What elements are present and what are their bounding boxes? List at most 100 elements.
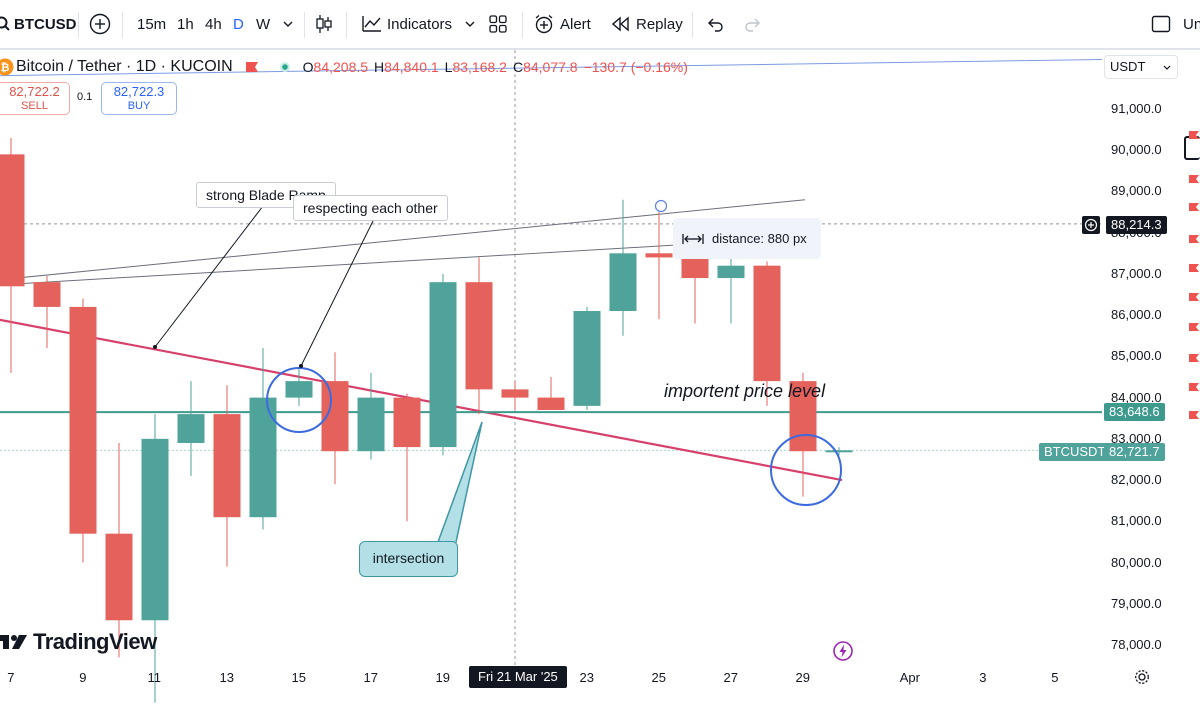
highlight-circle[interactable] <box>770 434 842 506</box>
respecting-callout[interactable]: respecting each other <box>293 195 448 221</box>
candle-body[interactable] <box>609 253 637 312</box>
flag-icon[interactable] <box>1188 202 1200 212</box>
trend-line[interactable] <box>0 244 677 286</box>
time-tick: 3 <box>979 670 987 685</box>
candle-body[interactable] <box>141 438 169 621</box>
candle-body[interactable] <box>357 397 385 452</box>
currency-selector[interactable]: USDT <box>1104 55 1178 79</box>
interval-d[interactable]: D <box>233 15 244 33</box>
square-icon <box>1151 15 1171 33</box>
time-tick: 25 <box>651 670 666 685</box>
candle-body[interactable] <box>69 306 97 534</box>
candle-body[interactable] <box>177 414 205 443</box>
templates-button[interactable] <box>489 0 507 48</box>
undo-button[interactable] <box>706 0 724 48</box>
time-tick: 17 <box>363 670 378 685</box>
toolbar-cut-text: Un <box>1183 15 1200 33</box>
candle-body[interactable] <box>573 311 601 406</box>
candle-body[interactable] <box>825 450 853 453</box>
chevron-down-icon <box>1163 65 1171 70</box>
watermark-text: TradingView <box>33 629 157 654</box>
add-circle-icon[interactable] <box>1082 216 1100 234</box>
candle-body[interactable] <box>249 397 277 518</box>
price-tick: 89,000.0 <box>1111 183 1162 199</box>
buy-label: BUY <box>127 100 151 112</box>
trend-line[interactable] <box>0 59 1103 77</box>
candle-body[interactable] <box>789 381 817 452</box>
candle-body[interactable] <box>33 282 61 307</box>
interval-w[interactable]: W <box>256 15 271 33</box>
candle-body[interactable] <box>0 154 25 287</box>
flag-icon[interactable] <box>1188 322 1200 332</box>
candle-body[interactable] <box>501 389 529 398</box>
flag-icon[interactable] <box>1188 382 1200 392</box>
intersection-callout[interactable]: intersection <box>359 541 458 577</box>
distance-label[interactable]: distance: 880 px <box>673 218 821 259</box>
candle-body[interactable] <box>645 253 673 258</box>
symbol-name: BTCUSD <box>14 15 77 33</box>
redo-icon <box>745 18 760 32</box>
interval-4h[interactable]: 4h <box>205 15 222 33</box>
symbol-search[interactable]: BTCUSD <box>0 0 77 48</box>
time-tick: 15 <box>291 670 306 685</box>
time-tick: Apr <box>899 670 920 685</box>
last-price-tag: 82,721.7 <box>1104 443 1165 461</box>
candle-body[interactable] <box>429 282 457 448</box>
candle-body[interactable] <box>717 265 745 279</box>
flag-icon[interactable] <box>1188 263 1200 273</box>
toolbar-divider <box>522 12 523 38</box>
chart-type-button[interactable] <box>315 0 333 48</box>
flag-icon[interactable] <box>245 61 259 73</box>
undo-icon <box>708 18 723 32</box>
flag-icon[interactable] <box>1188 234 1200 244</box>
flag-icon[interactable] <box>1188 130 1200 140</box>
flag-icon[interactable] <box>1188 353 1200 363</box>
replay-button[interactable]: Replay <box>612 0 683 48</box>
alert-button[interactable]: Alert <box>534 0 591 48</box>
candle-body[interactable] <box>753 265 781 382</box>
flag-icon[interactable] <box>1188 174 1200 184</box>
settings-gear-icon[interactable] <box>1134 669 1150 685</box>
time-tick: 27 <box>723 670 738 685</box>
time-tick: 23 <box>579 670 594 685</box>
redo-button[interactable] <box>744 0 762 48</box>
fullscreen-checkbox[interactable] <box>1151 0 1171 48</box>
candle-body[interactable] <box>213 414 241 518</box>
indicators-icon <box>362 16 381 32</box>
chevron-down-icon <box>283 21 293 27</box>
interval-1h[interactable]: 1h <box>177 15 194 33</box>
top-toolbar: BTCUSD 15m 1h 4h D W Indicators Alert Re… <box>0 0 1200 50</box>
flag-icon[interactable] <box>1188 292 1200 302</box>
buy-button[interactable]: 82,722.3 BUY <box>101 82 177 115</box>
highlight-circle[interactable] <box>266 367 332 433</box>
compare-button[interactable] <box>89 0 111 48</box>
interval-15m[interactable]: 15m <box>137 15 167 33</box>
candle-body[interactable] <box>681 257 709 279</box>
indicators-button[interactable]: Indicators <box>362 0 452 48</box>
interval-dropdown[interactable] <box>282 0 294 48</box>
important-level-label[interactable]: importent price level <box>664 381 826 401</box>
candle-body[interactable] <box>393 397 421 448</box>
crosshair-price-tag: 88,214.3 <box>1082 216 1167 234</box>
flag-list <box>1184 128 1200 428</box>
symbol-title[interactable]: Bitcoin / Tether · 1D · KUCOIN <box>16 58 233 75</box>
time-tick: 7 <box>7 670 15 685</box>
indicators-dropdown[interactable] <box>464 0 476 48</box>
candle-body[interactable] <box>285 381 313 398</box>
chart-canvas[interactable] <box>0 50 1200 704</box>
sell-button[interactable]: 82,722.2 SELL <box>0 82 70 115</box>
price-tick: 90,000.0 <box>1111 142 1162 158</box>
trend-line[interactable] <box>0 199 806 282</box>
price-tick: 84,000.0 <box>1111 389 1162 405</box>
currency-label: USDT <box>1110 59 1146 74</box>
ohlc-open: O84,208.5 <box>302 59 369 75</box>
candle-body[interactable] <box>465 282 493 390</box>
anchor-point[interactable] <box>654 199 668 213</box>
candle-body[interactable] <box>105 533 133 621</box>
sell-label: SELL <box>21 100 48 112</box>
candle-body[interactable] <box>537 397 565 410</box>
ruler-icon <box>682 233 704 244</box>
callout-pointer <box>300 218 375 367</box>
flag-icon[interactable] <box>1188 410 1200 420</box>
lightning-icon[interactable] <box>833 641 853 661</box>
